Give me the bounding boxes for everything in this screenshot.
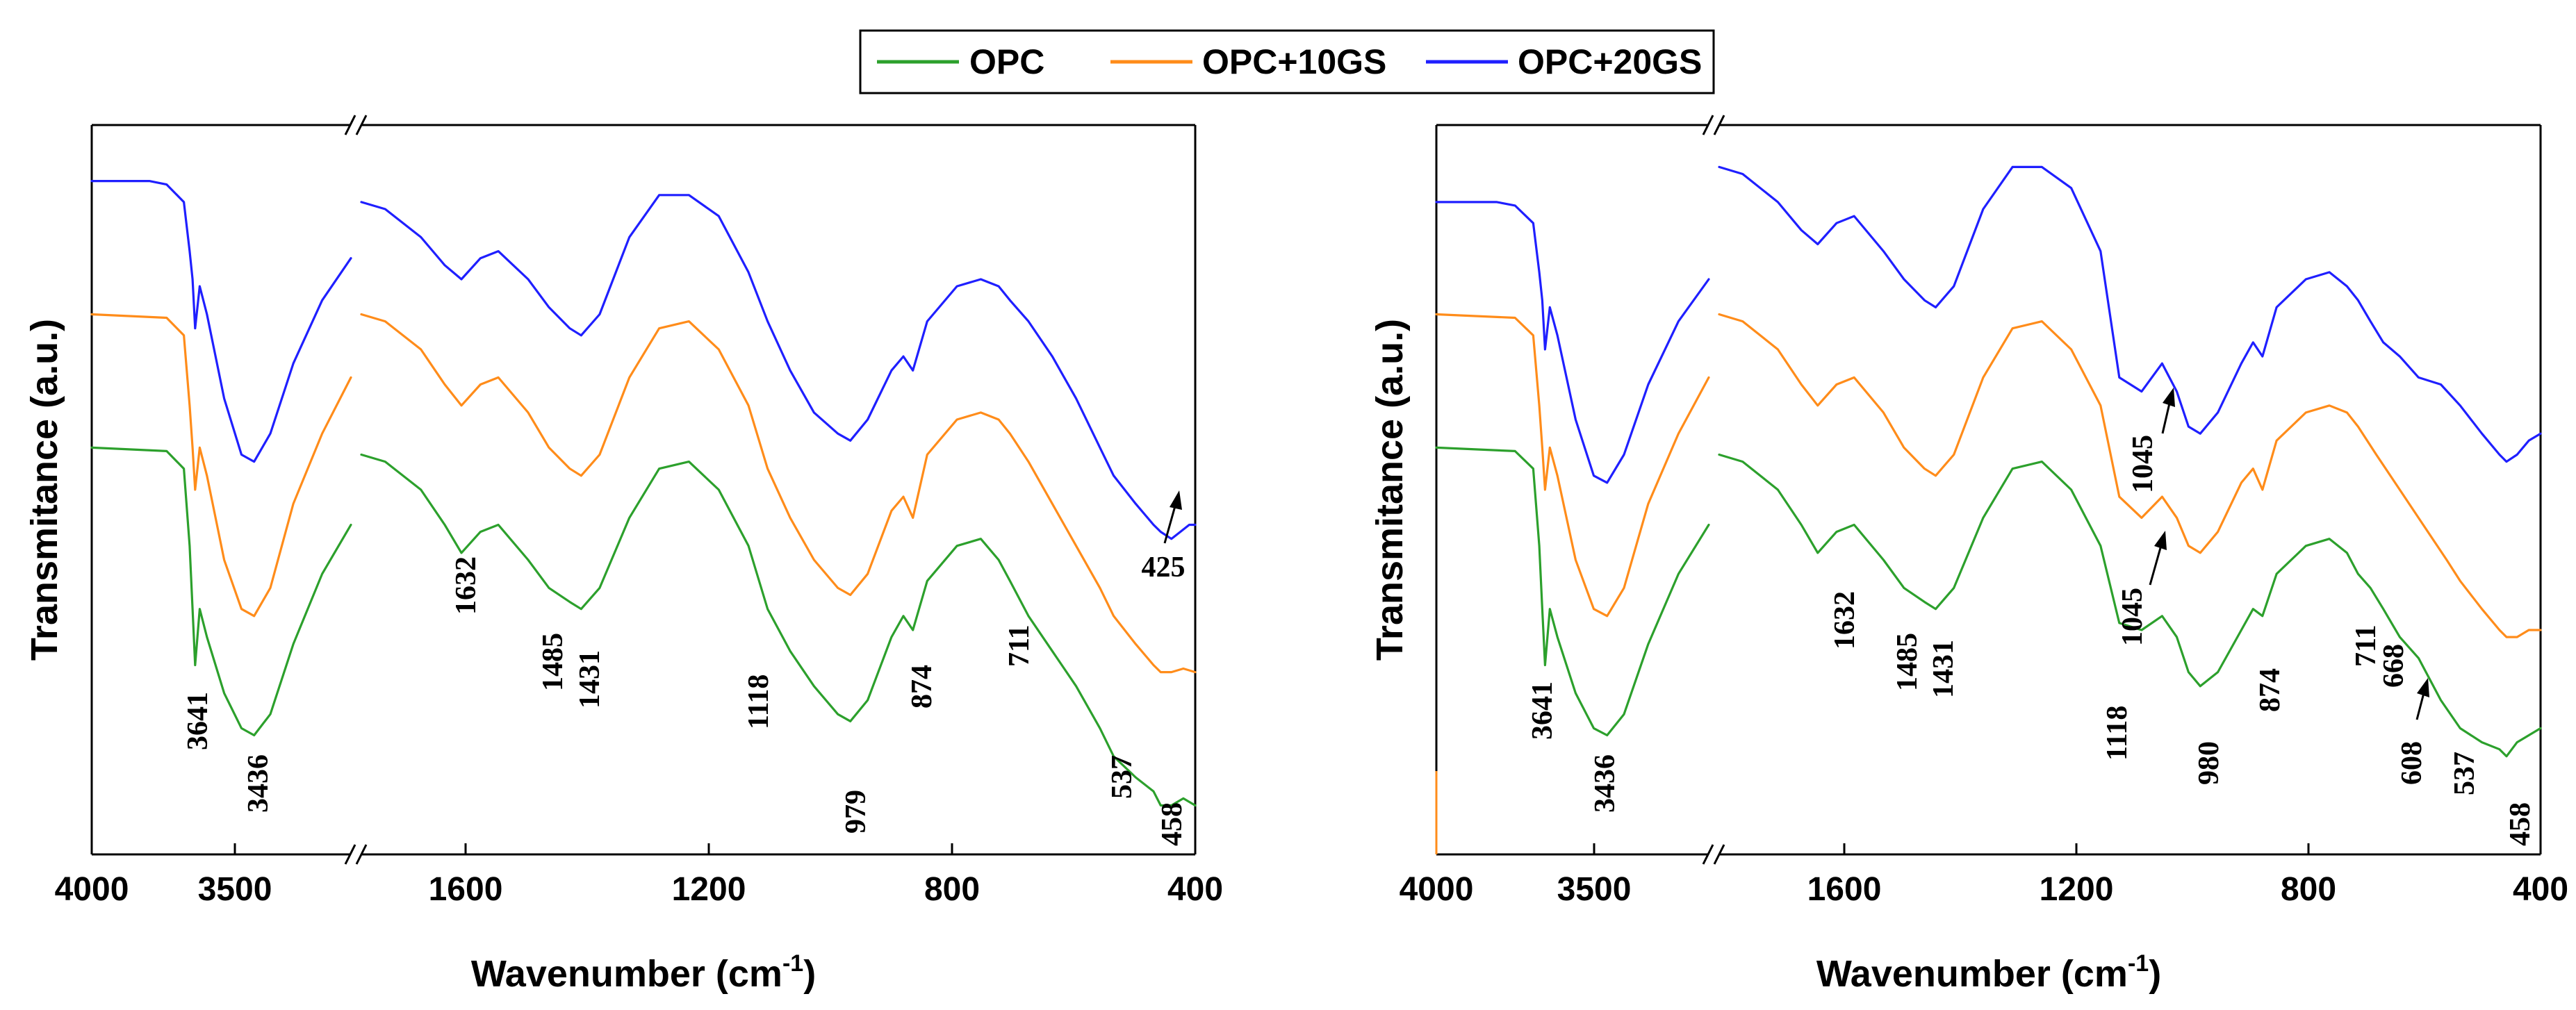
right-frame <box>1435 115 2542 865</box>
left-peak-label-711: 711 <box>1003 624 1035 667</box>
left-arrowhead-425 <box>1170 490 1182 510</box>
legend-box <box>859 29 1715 94</box>
right-peak-label-537: 537 <box>2449 752 2481 795</box>
left-peak-label-874: 874 <box>906 665 938 709</box>
left-series-line-opc-10gs <box>90 313 1197 674</box>
right-series <box>1435 165 2542 758</box>
right-peak-label-1045-20gs: 1045 <box>2127 435 2159 493</box>
right-series-line-opc-20gs <box>1435 165 2542 484</box>
right-tick-label-800: 800 <box>2281 871 2336 908</box>
left-tick-label-400: 400 <box>1167 871 1223 908</box>
right-x-axis-title-sup: -1 <box>2128 950 2149 977</box>
right-tick-label-4000: 4000 <box>1400 871 1474 908</box>
left-peak-label-1431: 1431 <box>574 650 606 709</box>
left-frame <box>90 115 1197 865</box>
left-series <box>90 180 1197 807</box>
left-peak-label-1485: 1485 <box>537 633 569 691</box>
left-panel: 4000 3500 1600 1200 800 400 Wavenumber (… <box>24 115 1223 995</box>
legend: OPC OPC+10GS OPC+20GS <box>859 29 1715 94</box>
right-peak-label-1485: 1485 <box>1892 633 1923 691</box>
legend-label-opc-20gs: OPC+20GS <box>1518 42 1702 81</box>
left-tick-label-800: 800 <box>924 871 980 908</box>
right-series-line-opc-10gs <box>1435 313 2542 638</box>
right-x-axis-title: Wavenumber (cm-1) <box>1816 950 2161 995</box>
right-annotations: 3641 3436 1632 1485 1431 1118 1045 1045 … <box>1527 388 2536 846</box>
right-peak-label-711: 711 <box>2350 624 2382 667</box>
right-x-axis-title-text: Wavenumber (cm <box>1816 953 2128 995</box>
right-peak-label-608: 608 <box>2396 741 2428 785</box>
left-tick-label-3500: 3500 <box>198 871 272 908</box>
right-y-axis-title: Transmitance (a.u.) <box>1369 319 1411 661</box>
left-series-line-opc-20gs <box>90 180 1197 540</box>
left-x-axis-title: Wavenumber (cm-1) <box>471 950 816 995</box>
right-peak-label-1118: 1118 <box>2101 706 2133 761</box>
right-tick-label-3500: 3500 <box>1557 871 1632 908</box>
left-peak-label-3641: 3641 <box>182 692 214 750</box>
left-peak-label-537: 537 <box>1106 755 1138 799</box>
right-x-ticks: 4000 3500 1600 1200 800 400 <box>1400 843 2568 908</box>
right-peak-label-3641: 3641 <box>1527 681 1559 740</box>
right-peak-label-980: 980 <box>2193 741 2225 785</box>
right-peak-label-1632: 1632 <box>1829 591 1861 649</box>
right-tick-label-1200: 1200 <box>2040 871 2114 908</box>
left-tick-label-1200: 1200 <box>672 871 746 908</box>
left-peak-label-425: 425 <box>1142 552 1186 583</box>
right-peak-label-458: 458 <box>2504 802 2536 846</box>
right-peak-label-668: 668 <box>2378 644 2410 688</box>
left-peak-label-1632: 1632 <box>450 556 482 615</box>
right-peak-label-874: 874 <box>2254 668 2286 712</box>
left-peak-label-1118: 1118 <box>743 674 775 729</box>
left-tick-label-1600: 1600 <box>429 871 503 908</box>
left-peak-label-979: 979 <box>840 790 872 834</box>
left-tick-label-4000: 4000 <box>55 871 129 908</box>
legend-label-opc-10gs: OPC+10GS <box>1202 42 1386 81</box>
right-tick-label-400: 400 <box>2513 871 2568 908</box>
left-peak-label-458: 458 <box>1156 802 1188 846</box>
right-arrowhead-1045-20gs <box>2163 388 2175 407</box>
left-x-ticks: 4000 3500 1600 1200 800 400 <box>55 843 1223 908</box>
left-peak-label-3436: 3436 <box>243 754 274 813</box>
right-arrowhead-1045-opc <box>2154 531 2167 550</box>
right-x-axis-title-close: ) <box>2149 953 2161 995</box>
right-arrowhead-608 <box>2417 678 2429 697</box>
right-panel: 4000 3500 1600 1200 800 400 Wavenumber (… <box>1369 115 2568 995</box>
left-x-axis-title-text: Wavenumber (cm <box>471 953 782 995</box>
right-peak-label-1431: 1431 <box>1928 640 1960 698</box>
left-series-line-opc <box>90 446 1197 807</box>
left-x-axis-title-sup: -1 <box>782 950 803 977</box>
left-y-axis-title: Transmitance (a.u.) <box>24 319 65 661</box>
right-series-line-opc <box>1435 446 2542 758</box>
right-peak-label-3436: 3436 <box>1589 754 1621 813</box>
right-peak-label-1045-opc: 1045 <box>2117 588 2149 646</box>
legend-label-opc: OPC <box>969 42 1044 81</box>
left-annotations: 3641 3436 1632 1485 1431 1118 979 874 71… <box>182 490 1188 846</box>
right-tick-label-1600: 1600 <box>1807 871 1882 908</box>
left-x-axis-title-close: ) <box>803 953 816 995</box>
